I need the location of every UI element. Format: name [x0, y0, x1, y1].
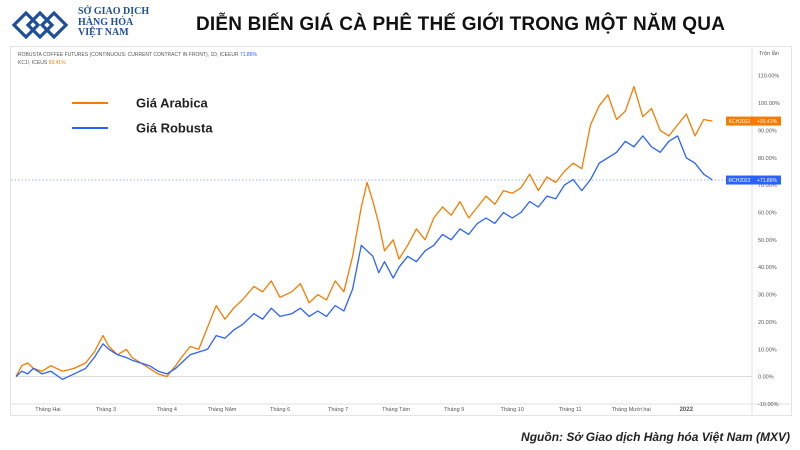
x-tick-label: Tháng Tám — [382, 407, 410, 413]
logo-line-2: HÀNG HÓA — [78, 16, 134, 28]
logo-line-3: VIỆT NAM — [78, 27, 129, 38]
y-tick-label: 20.00% — [758, 320, 777, 326]
x-tick-label: Tháng 7 — [328, 407, 348, 413]
ticker-label-robusta: RCH2022 — [729, 178, 751, 184]
x-tick-label: 2022 — [680, 407, 694, 413]
last-value-tags: KCH2022 +93.41% RCH2022 +71.86% — [726, 116, 781, 185]
value-tag-robusta — [753, 175, 781, 185]
chart-info: ROBUSTA COFFEE FUTURES (CONTINUOUS: CURR… — [18, 51, 257, 67]
series-line-arabica — [15, 85, 713, 378]
reference-layer — [11, 179, 752, 378]
y-tick-label: 50.00% — [758, 238, 777, 244]
y-tick-label: 70.00% — [758, 183, 777, 189]
legend-label: Giá Arabica — [136, 96, 209, 111]
y-tick-label: 110.00% — [758, 74, 779, 80]
legend: Giá Arabica Giá Robusta — [72, 96, 213, 136]
logo-text: SỞ GIAO DỊCH HÀNG HÓA VIỆT NAM — [78, 6, 150, 39]
y-tick-label: 80.00% — [758, 156, 777, 162]
series-layer — [15, 85, 713, 381]
company-logo — [11, 10, 69, 40]
x-tick-label: Tháng 10 — [501, 407, 524, 413]
y-tick-label: 30.00% — [758, 293, 777, 299]
x-tick-label: Tháng Năm — [208, 407, 237, 413]
axis-layer: Trộn lẫn 110.00% 100.00% 90.00% 80.00% 70.00%… — [11, 48, 790, 414]
legend-label: Giá Robusta — [136, 121, 213, 136]
chart-info-robusta-label: ROBUSTA COFFEE FUTURES (CONTINUOUS: CURR… — [18, 52, 239, 58]
logo-mark — [11, 10, 69, 40]
logo-line-1: SỞ GIAO DỊCH — [78, 6, 150, 17]
chart-info-arabica-value: 93.41% — [48, 60, 66, 66]
value-label-robusta: +71.86% — [757, 178, 777, 184]
source-note: Nguồn: Sở Giao dịch Hàng hóa Việt Nam (M… — [521, 430, 790, 444]
x-tick-label: Tháng 3 — [96, 407, 116, 413]
y-tick-label: 0.00% — [758, 375, 774, 381]
x-tick-label: Tháng Mười hai — [612, 407, 651, 413]
y-tick-label: 100.00% — [758, 101, 780, 107]
y-axis-unit-label: Trộn lẫn — [759, 50, 779, 57]
chart-info-arabica-label: KC1!, ICEUS — [18, 60, 48, 66]
x-tick-label: Tháng 6 — [270, 407, 290, 413]
page-title: DIỄN BIẾN GIÁ CÀ PHÊ THẾ GIỚI TRONG MỘT … — [196, 14, 726, 35]
y-tick-label: 40.00% — [758, 265, 777, 271]
y-tick-label: 10.00% — [758, 347, 777, 353]
value-label-arabica: +93.41% — [757, 119, 777, 125]
y-tick-label: 60.00% — [758, 210, 777, 216]
x-tick-label: Tháng 4 — [157, 407, 177, 413]
chart-info-line-1: ROBUSTA COFFEE FUTURES (CONTINUOUS: CURR… — [18, 51, 257, 59]
series-line-robusta — [15, 135, 713, 381]
ticker-tag-robusta — [726, 175, 753, 185]
ticker-tag-arabica — [726, 116, 753, 126]
y-tick-label: -10.00% — [758, 402, 779, 408]
value-tag-arabica — [753, 116, 781, 126]
x-tick-label: Tháng 11 — [559, 407, 582, 413]
y-tick-label: 90.00% — [758, 128, 777, 134]
x-tick-label: Tháng 9 — [444, 407, 464, 413]
x-tick-label: Tháng Hai — [35, 407, 60, 413]
ticker-label-arabica: KCH2022 — [729, 119, 751, 125]
chart-info-robusta-value: 71.86% — [239, 52, 257, 58]
chart-info-line-2: KC1!, ICEUS 93.41% — [18, 59, 257, 67]
chart-frame — [10, 46, 792, 416]
